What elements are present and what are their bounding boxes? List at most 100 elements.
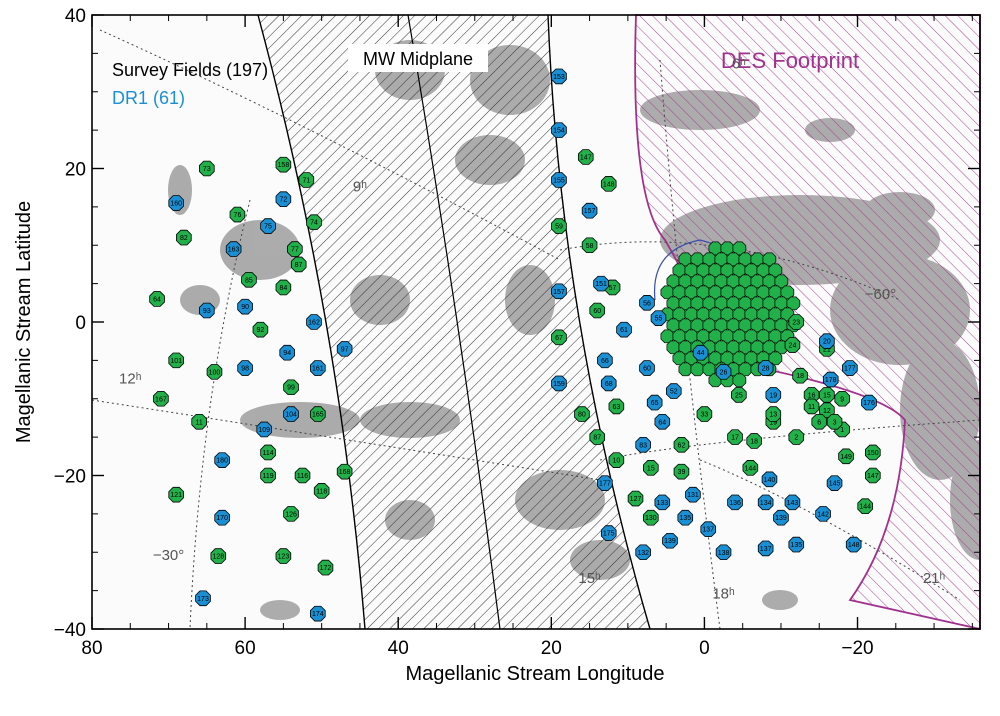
lmc-field-marker: [774, 296, 789, 311]
survey-field-marker: 165: [310, 406, 326, 422]
field-label: 160: [170, 201, 182, 208]
lmc-field-marker: [780, 285, 795, 300]
dr1-field-marker: 64: [654, 413, 671, 430]
field-label: 99: [287, 385, 295, 392]
lmc-field-marker: [714, 274, 729, 289]
field-label: 10: [612, 458, 620, 465]
lmc-field-marker: [756, 285, 771, 300]
field-label: 63: [612, 404, 620, 411]
dr1-field-marker: 55: [650, 310, 667, 326]
field-label: 118: [316, 488, 327, 495]
field-label: 151: [595, 281, 607, 288]
x-tick-label: 60: [235, 638, 256, 659]
lmc-field-marker: [690, 296, 705, 311]
dr1-field-marker: 52: [666, 383, 682, 399]
lmc-field-marker: [696, 263, 711, 278]
field-label: 84: [279, 285, 287, 292]
field-label: 15: [823, 392, 831, 399]
mw-midplane-label-bg: [348, 44, 488, 72]
y-tick-label: 20: [65, 160, 86, 181]
lmc-field-marker: [768, 307, 783, 322]
survey-field-marker: 6: [811, 413, 828, 430]
lmc-field-marker: [768, 285, 783, 300]
field-label: 135: [790, 542, 802, 549]
survey-field-marker: 128: [210, 548, 227, 564]
field-label: 11: [196, 419, 203, 426]
dr1-field-marker: 132: [635, 544, 651, 561]
field-label: 82: [180, 235, 188, 242]
field-label: 21: [823, 346, 831, 353]
survey-field-marker: 100: [206, 364, 223, 380]
survey-field-marker: 59: [551, 218, 567, 234]
lmc-field-marker: [756, 263, 771, 278]
survey-field-marker: 11: [803, 398, 820, 415]
lmc-field-marker: [708, 329, 723, 344]
grid-labels: 6ʰ 9ʰ 12ʰ 15ʰ 18ʰ 21ʰ −30° −60°: [119, 56, 945, 603]
lmc-field-marker: [732, 263, 747, 278]
lmc-field-marker: [702, 252, 717, 267]
field-label: 25: [735, 392, 743, 399]
field-label: 139: [775, 515, 787, 522]
field-label: 66: [601, 358, 609, 365]
lmc-field-marker: [666, 318, 681, 333]
field-label: 158: [278, 162, 290, 169]
field-label: 163: [228, 247, 240, 254]
survey-field-marker: 71: [298, 172, 315, 188]
field-label: 150: [867, 450, 879, 457]
survey-field-marker: 147: [865, 467, 881, 484]
field-label: 137: [760, 546, 772, 553]
dr1-field-marker: 68: [600, 375, 617, 392]
lmc-field-marker: [732, 351, 747, 366]
y-tick-label: −40: [54, 620, 86, 641]
x-axis-title: Magellanic Stream Longitude: [405, 663, 664, 685]
lmc-field-marker: [738, 340, 753, 355]
field-label: 18: [796, 373, 804, 380]
field-label: 167: [155, 396, 167, 403]
field-label: 64: [153, 296, 161, 303]
field-label: 74: [310, 220, 318, 227]
lmc-field-marker: [750, 340, 765, 355]
dr1-field-marker: 137: [757, 540, 774, 557]
field-label: 148: [848, 542, 860, 549]
survey-field-marker: 74: [306, 214, 322, 231]
field-label: 170: [216, 515, 228, 522]
dr1-field-marker: 109: [256, 421, 273, 438]
lmc-field-cluster: [660, 241, 801, 388]
field-markers: 7315871767482778785846492101100167991651…: [149, 68, 881, 622]
lmc-field-marker: [720, 241, 735, 256]
lmc-field-marker: [762, 274, 777, 289]
lmc-field-marker: [720, 263, 735, 278]
dr1-field-marker: 75: [260, 218, 276, 234]
dr1-field-marker: 180: [214, 452, 230, 468]
survey-field-marker: 123: [275, 548, 292, 564]
dr1-field-marker: 83: [635, 437, 651, 453]
survey-field-marker: 149: [838, 448, 854, 465]
lmc-field-marker: [726, 296, 741, 311]
field-label: 93: [203, 308, 211, 315]
field-label: 139: [664, 538, 676, 545]
lmc-field-marker: [672, 307, 687, 322]
survey-field-marker: 33: [696, 406, 713, 422]
field-label: 20: [823, 339, 831, 346]
field-label: 80: [578, 412, 586, 419]
survey-field-marker: 126: [283, 506, 299, 522]
field-label: 157: [584, 208, 596, 215]
field-label: 135: [679, 515, 691, 522]
dr1-field-marker: 139: [662, 532, 678, 549]
field-label: 162: [308, 320, 320, 327]
lmc-field-marker: [702, 296, 717, 311]
lmc-field-marker: [720, 307, 735, 322]
field-label: 119: [262, 473, 273, 480]
field-label: 165: [312, 412, 324, 419]
field-label: 180: [216, 458, 228, 465]
lmc-field-marker: [744, 329, 759, 344]
survey-field-marker: 150: [865, 444, 881, 461]
field-label: 161: [312, 366, 324, 373]
lmc-field-marker: [750, 318, 765, 333]
lmc-field-marker: [726, 252, 741, 267]
lmc-field-marker: [666, 340, 681, 355]
field-label: 77: [291, 247, 299, 254]
survey-field-marker: 24: [784, 337, 801, 353]
survey-field-marker: 167: [153, 390, 169, 407]
